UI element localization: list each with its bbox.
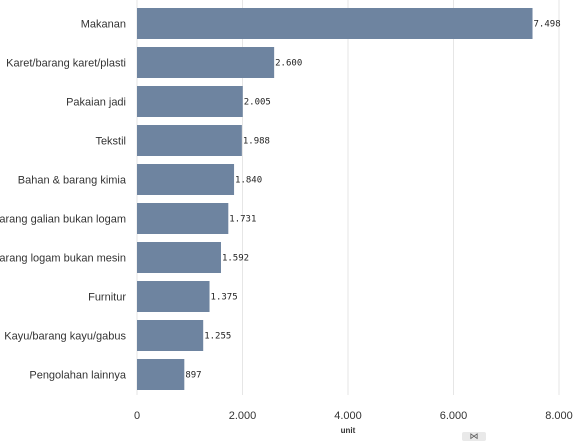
value-label: 1.255 (204, 332, 231, 342)
value-label: 2.005 (244, 98, 271, 108)
bar (137, 359, 185, 390)
value-label: 897 (185, 371, 201, 381)
value-labels: 7.498 2.600 2.005 1.988 1.840 1.731 1.592 1.375… (185, 20, 560, 381)
value-label: 7.498 (534, 20, 561, 30)
category-label: Bahan & barang kimia (18, 175, 127, 187)
category-label: Barang galian bukan logam (0, 214, 126, 226)
bar (137, 320, 204, 351)
x-axis-ticks: 0 2.000 4.000 6.000 8.000 (134, 410, 573, 422)
category-label: Barang logam bukan mesin (0, 253, 126, 265)
category-label: Tekstil (95, 136, 126, 148)
x-tick-label: 2.000 (229, 410, 257, 422)
bar (137, 281, 210, 312)
expand-icon[interactable]: ⋈ (462, 432, 486, 442)
value-label: 1.592 (222, 254, 249, 264)
x-tick-label: 4.000 (334, 410, 362, 422)
x-tick-label: 0 (134, 410, 140, 422)
x-tick-label: 8.000 (545, 410, 573, 422)
category-label: Pengolahan lainnya (29, 370, 127, 382)
category-label: Kayu/barang kayu/gabus (4, 331, 126, 343)
x-tick-label: 6.000 (440, 410, 468, 422)
value-label: 1.375 (211, 293, 238, 303)
category-label: Furnitur (88, 292, 126, 304)
category-label: Pakaian jadi (66, 97, 126, 109)
category-label: Karet/barang karet/plasti (6, 58, 126, 70)
bar (137, 203, 229, 234)
bar (137, 164, 235, 195)
value-label: 2.600 (275, 59, 302, 69)
category-label: Makanan (81, 19, 126, 31)
x-axis-title: unit (341, 426, 356, 435)
bar (137, 242, 221, 273)
value-label: 1.988 (243, 137, 270, 147)
value-label: 1.840 (235, 176, 262, 186)
value-label: 1.731 (229, 215, 256, 225)
bar (137, 47, 275, 78)
bar (137, 8, 533, 39)
bar (137, 125, 242, 156)
bars (137, 8, 533, 390)
bar (137, 86, 243, 117)
category-labels: Makanan Karet/barang karet/plasti Pakaian … (0, 19, 127, 382)
